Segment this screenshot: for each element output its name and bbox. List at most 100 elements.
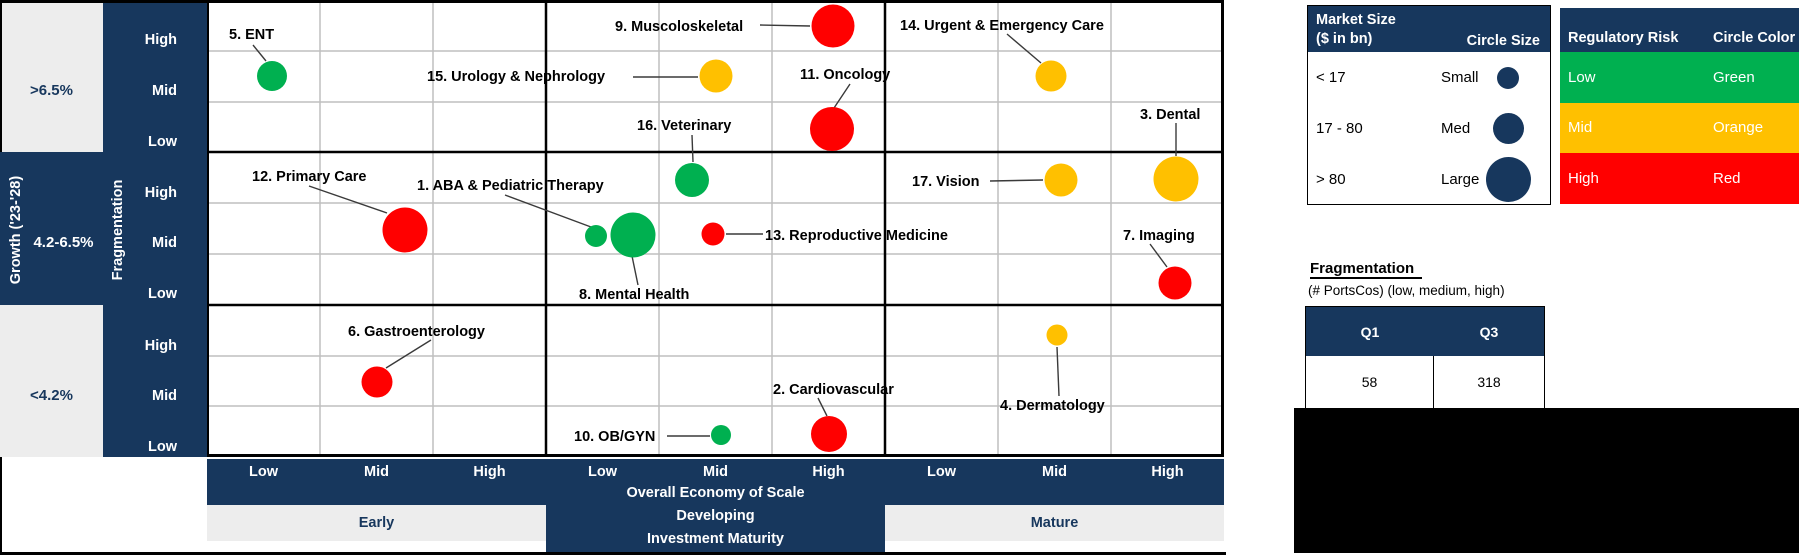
fragmentation-axis-column bbox=[103, 0, 207, 457]
bubble-label: 4. Dermatology bbox=[1000, 398, 1105, 414]
circle-color-title: Circle Color bbox=[1713, 30, 1796, 46]
bubble--primary-care bbox=[382, 207, 428, 253]
left-border-top bbox=[0, 0, 2, 152]
quartile-table-header: Q1 Q3 bbox=[1306, 307, 1544, 356]
leader-line bbox=[631, 255, 639, 286]
growth-band-high-label: >6.5% bbox=[30, 81, 73, 99]
economy-level-label: High bbox=[812, 464, 845, 480]
bubble-label: 9. Muscoloskeletal bbox=[615, 19, 743, 35]
maturity-developing-cell: Developing Investment Maturity bbox=[546, 505, 885, 552]
growth-band-low-label: <4.2% bbox=[30, 386, 73, 404]
fragmentation-level-label: Low bbox=[148, 286, 177, 302]
regulatory-risk-legend: Regulatory Risk Circle Color Low Green M… bbox=[1560, 8, 1799, 204]
q1-header: Q1 bbox=[1360, 323, 1380, 340]
range-large: > 80 bbox=[1316, 171, 1346, 188]
market-size-title: Market Size bbox=[1316, 12, 1396, 28]
med-circle-icon bbox=[1492, 113, 1524, 144]
top-border bbox=[0, 0, 207, 3]
bubble-label: 11. Oncology bbox=[800, 67, 890, 83]
maturity-mature-label: Mature bbox=[1030, 515, 1079, 531]
fragmentation-level-label: High bbox=[144, 185, 177, 201]
market-size-units: ($ in bn) bbox=[1316, 31, 1373, 47]
bubble--dental bbox=[1153, 156, 1199, 202]
market-size-legend-header: Market Size ($ in bn) Circle Size bbox=[1308, 6, 1550, 52]
risk-low-label: Low bbox=[1568, 68, 1596, 86]
large-circle-icon bbox=[1485, 157, 1531, 202]
leader-line bbox=[691, 134, 694, 163]
fragmentation-level-label: High bbox=[144, 32, 177, 48]
maturity-early-cell: Early bbox=[207, 505, 546, 541]
leader-line bbox=[817, 397, 828, 417]
bubble-label: 16. Veterinary bbox=[637, 118, 731, 134]
redacted-area bbox=[1294, 408, 1799, 553]
leader-line bbox=[759, 24, 811, 27]
left-border-bottom bbox=[0, 457, 2, 555]
economy-level-label: Mid bbox=[1042, 464, 1067, 480]
risk-low-color: Green bbox=[1713, 68, 1755, 86]
bubble--imaging bbox=[1158, 266, 1192, 300]
fragmentation-note-title: Fragmentation bbox=[1310, 260, 1423, 279]
small-circle-icon bbox=[1497, 66, 1519, 89]
maturity-mature-cell: Mature bbox=[885, 505, 1224, 541]
leader-line bbox=[1006, 33, 1042, 64]
bubble-label: 8. Mental Health bbox=[579, 287, 689, 303]
fragmentation-level-label: Mid bbox=[152, 388, 177, 404]
regulatory-risk-header: Regulatory Risk Circle Color bbox=[1560, 8, 1799, 52]
bubble-label: 7. Imaging bbox=[1123, 228, 1195, 244]
bubble-label: 6. Gastroenterology bbox=[348, 324, 485, 340]
fragmentation-level-label: Mid bbox=[152, 83, 177, 99]
risk-mid-color: Orange bbox=[1713, 119, 1764, 137]
growth-band-high: >6.5% bbox=[0, 0, 103, 152]
market-size-row-small: < 17 Small bbox=[1308, 52, 1550, 103]
economy-level-label: Mid bbox=[703, 464, 728, 480]
economy-level-label: Low bbox=[588, 464, 617, 480]
bubble--urgent-emergency-care bbox=[1035, 60, 1067, 92]
leader-line bbox=[1056, 346, 1060, 397]
market-size-row-large: > 80 Large bbox=[1308, 154, 1550, 205]
bubble--veterinary bbox=[675, 163, 709, 197]
economy-level-label: Low bbox=[927, 464, 956, 480]
risk-high-label: High bbox=[1568, 170, 1599, 188]
bubble--oncology bbox=[810, 107, 854, 151]
economy-of-scale-axis: Low Mid High Low Mid High Low Mid High Overall E… bbox=[207, 459, 1224, 505]
circle-size-title: Circle Size bbox=[1466, 33, 1540, 49]
leader-line bbox=[385, 339, 432, 369]
fragmentation-level-label: High bbox=[144, 338, 177, 354]
range-small: < 17 bbox=[1316, 69, 1346, 86]
leader-line bbox=[1149, 243, 1168, 268]
bubble--cardiovascular bbox=[811, 416, 847, 452]
bubble--vision bbox=[1044, 163, 1078, 197]
q3-value: 318 bbox=[1477, 374, 1501, 390]
leader-line bbox=[833, 83, 851, 109]
risk-row-mid: Mid Orange bbox=[1560, 102, 1799, 154]
bubble-label: 3. Dental bbox=[1140, 107, 1200, 123]
maturity-early-label: Early bbox=[358, 515, 395, 531]
bubble--aba-pediatric-therapy bbox=[585, 225, 607, 247]
bubble-label: 1. ABA & Pediatric Therapy bbox=[417, 178, 604, 194]
bubble-label: 2. Cardiovascular bbox=[773, 382, 894, 398]
fragmentation-axis-title: Fragmentation bbox=[110, 179, 126, 281]
bubble-chart: 1. ABA & Pediatric Therapy 2. Cardiovascu… bbox=[207, 0, 1224, 457]
fragmentation-level-label: Low bbox=[148, 134, 177, 150]
leader-line bbox=[308, 185, 388, 214]
regulatory-risk-title: Regulatory Risk bbox=[1568, 30, 1679, 46]
leader-line bbox=[989, 179, 1044, 182]
quartile-table-values: 58 318 bbox=[1306, 356, 1544, 408]
leader-line bbox=[252, 44, 267, 62]
risk-mid-label: Mid bbox=[1568, 119, 1593, 137]
market-size-row-med: 17 - 80 Med bbox=[1308, 103, 1550, 154]
economy-level-label: High bbox=[1151, 464, 1184, 480]
economy-of-scale-title: Overall Economy of Scale bbox=[626, 485, 805, 501]
bubble--gastroenterology bbox=[361, 366, 393, 398]
growth-band-mid-label: 4.2-6.5% bbox=[33, 234, 94, 251]
risk-high-color: Red bbox=[1713, 170, 1741, 188]
q3-header: Q3 bbox=[1479, 323, 1499, 340]
leader-line bbox=[504, 194, 592, 228]
market-size-legend: Market Size ($ in bn) Circle Size < 17 S… bbox=[1307, 5, 1551, 205]
fragmentation-quartile-table: Q1 Q3 58 318 bbox=[1305, 306, 1545, 409]
economy-level-label: Low bbox=[249, 464, 278, 480]
bubble-label: 10. OB/GYN bbox=[574, 429, 655, 445]
economy-level-label: Mid bbox=[364, 464, 389, 480]
size-med-label: Med bbox=[1441, 120, 1471, 137]
